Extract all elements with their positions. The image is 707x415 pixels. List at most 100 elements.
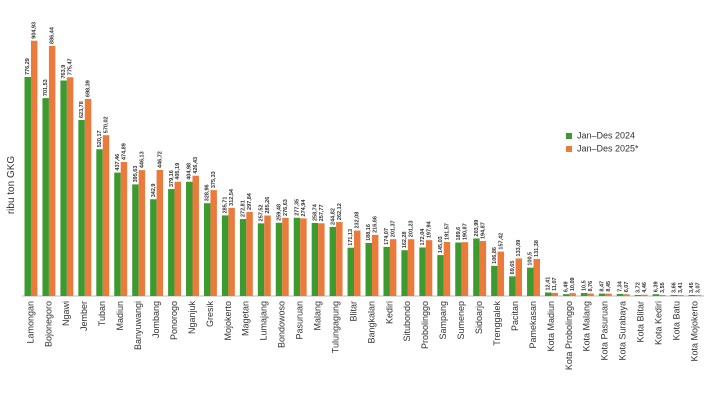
bar bbox=[389, 239, 397, 296]
bar bbox=[203, 203, 211, 296]
value-label: 189,6 bbox=[456, 227, 462, 241]
x-tick-label: Kota Pasuruan bbox=[600, 301, 610, 361]
x-tick-label: Nganjuk bbox=[187, 301, 197, 335]
x-tick-label: Bojonegoro bbox=[43, 301, 53, 347]
x-tick-label: Bangkalan bbox=[366, 301, 376, 344]
bar bbox=[455, 242, 462, 296]
value-label: 886,44 bbox=[50, 26, 56, 44]
bar bbox=[282, 217, 289, 296]
value-label: 623,78 bbox=[79, 101, 85, 118]
bar bbox=[30, 40, 38, 297]
bar bbox=[670, 294, 678, 296]
bar bbox=[24, 77, 31, 296]
value-label: 375,33 bbox=[211, 171, 217, 188]
value-label: 11,07 bbox=[552, 277, 558, 290]
value-label: 474,89 bbox=[121, 143, 127, 160]
value-label: 274,94 bbox=[301, 199, 307, 217]
bar bbox=[515, 258, 523, 296]
x-tick-label: Tulungagung bbox=[330, 301, 340, 353]
x-tick-label: Probolinggo bbox=[420, 301, 430, 349]
x-tick-label: Bondowoso bbox=[277, 301, 287, 348]
value-label: 157,42 bbox=[498, 233, 504, 250]
bar bbox=[192, 175, 199, 296]
bar bbox=[347, 247, 355, 296]
bar bbox=[634, 294, 642, 296]
value-label: 203,99 bbox=[474, 220, 480, 237]
value-label: 276,63 bbox=[283, 199, 289, 216]
bar bbox=[569, 293, 576, 296]
value-label: 216,66 bbox=[373, 216, 379, 233]
x-tick-label: Jombang bbox=[151, 301, 161, 338]
bar bbox=[425, 240, 433, 296]
x-tick-label: Blitar bbox=[348, 301, 358, 322]
value-label: 520,17 bbox=[97, 130, 103, 147]
bar bbox=[228, 207, 235, 296]
x-tick-label: Pasuruan bbox=[295, 301, 305, 340]
x-tick-label: Kota Batu bbox=[671, 301, 681, 341]
bar bbox=[42, 98, 49, 296]
value-label: 285,71 bbox=[223, 197, 229, 214]
value-label: 446,72 bbox=[157, 151, 163, 168]
value-label: 131,38 bbox=[534, 240, 540, 257]
bar bbox=[659, 294, 666, 296]
value-label: 106,86 bbox=[492, 247, 498, 264]
value-label: 6,07 bbox=[624, 282, 630, 293]
bar bbox=[150, 199, 157, 296]
x-tick-label: Trenggalek bbox=[492, 301, 502, 346]
bar bbox=[598, 293, 606, 296]
bar bbox=[48, 45, 56, 297]
value-label: 232,08 bbox=[355, 212, 361, 229]
bar bbox=[616, 293, 624, 296]
value-label: 7,34 bbox=[617, 280, 623, 292]
bar bbox=[132, 184, 139, 296]
bar bbox=[84, 98, 92, 297]
value-label: 404,98 bbox=[187, 163, 193, 180]
value-label: 8,47 bbox=[600, 281, 606, 292]
value-label: 3,07 bbox=[696, 282, 702, 293]
bar bbox=[102, 135, 110, 296]
value-label: 201,37 bbox=[391, 220, 397, 237]
value-label: 763,9 bbox=[61, 65, 67, 79]
bar bbox=[551, 292, 558, 296]
value-label: 100,5 bbox=[528, 252, 534, 266]
value-label: 162,28 bbox=[402, 231, 408, 248]
bar bbox=[329, 226, 337, 296]
bar bbox=[300, 218, 307, 296]
value-label: 312,54 bbox=[229, 188, 235, 206]
bar bbox=[96, 149, 103, 296]
value-label: 6,39 bbox=[653, 281, 659, 292]
value-label: 188,16 bbox=[366, 224, 372, 241]
value-label: 297,84 bbox=[247, 192, 253, 210]
value-label: 244,82 bbox=[330, 208, 336, 225]
bar bbox=[174, 181, 182, 296]
value-label: 172,04 bbox=[420, 228, 426, 246]
bar bbox=[688, 295, 696, 296]
x-tick-label: Kota Malang bbox=[582, 301, 592, 352]
bar bbox=[156, 169, 164, 296]
bar bbox=[677, 295, 684, 296]
bar bbox=[509, 276, 516, 296]
bar bbox=[371, 234, 379, 296]
value-label: 10,09 bbox=[570, 277, 576, 291]
x-tick-label: Ponorogo bbox=[169, 301, 179, 340]
value-label: 446,13 bbox=[139, 151, 145, 168]
x-tick-label: Lumajang bbox=[259, 301, 269, 341]
bar bbox=[580, 293, 588, 296]
value-label: 191,57 bbox=[444, 223, 450, 240]
legend-label: Jan–Des 2024 bbox=[577, 130, 635, 140]
value-label: 379,16 bbox=[169, 170, 175, 187]
x-tick-label: Ngawi bbox=[61, 301, 71, 326]
value-label: 3,72 bbox=[635, 282, 641, 293]
bar bbox=[318, 223, 325, 296]
bar bbox=[623, 294, 630, 296]
x-tick-label: Sampang bbox=[438, 301, 448, 340]
value-label: 4,46 bbox=[642, 282, 648, 293]
value-label: 437,46 bbox=[115, 154, 121, 171]
bar bbox=[138, 170, 146, 296]
bar bbox=[311, 223, 319, 296]
value-label: 257,77 bbox=[319, 204, 325, 221]
x-tick-label: Situbondo bbox=[402, 301, 412, 342]
bar bbox=[443, 241, 451, 296]
value-label: 8,76 bbox=[588, 281, 594, 292]
bar bbox=[221, 215, 229, 296]
